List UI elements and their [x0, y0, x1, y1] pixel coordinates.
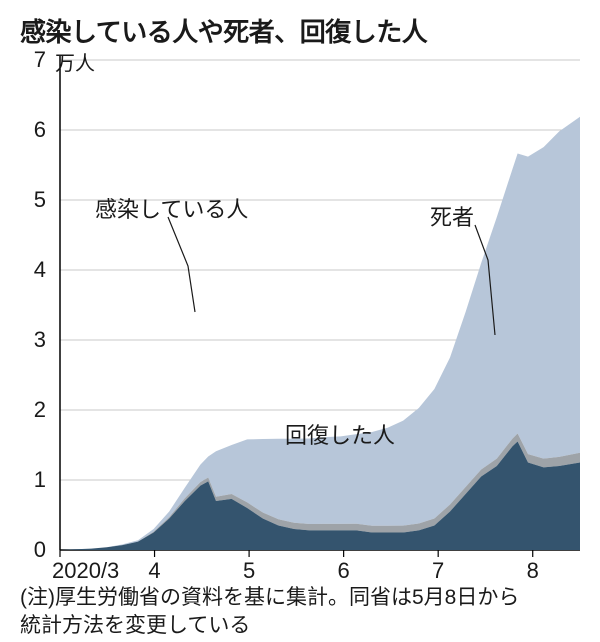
y-tick-5: 5 — [22, 187, 46, 213]
chart-note-line1: (注)厚生労働省の資料を基に集計。同省は5月8日から — [20, 584, 519, 612]
y-tick-2: 2 — [22, 397, 46, 423]
label-deaths: 死者 — [430, 200, 474, 232]
plot-svg — [0, 0, 600, 642]
chart-note-line2: 統計方法を変更している — [20, 612, 250, 640]
x-tick-3: 6 — [329, 558, 359, 584]
x-tick-1: 4 — [140, 558, 170, 584]
chart-container: 感染している人や死者、回復した人 (注)厚生労働省の資料を基に集計。同省は5月8… — [0, 0, 600, 642]
x-tick-2: 5 — [234, 558, 264, 584]
y-tick-6: 6 — [22, 117, 46, 143]
y-tick-0: 0 — [22, 537, 46, 563]
label-recovered: 回復した人 — [285, 418, 395, 450]
y-tick-3: 3 — [22, 327, 46, 353]
y-tick-7: 7 — [22, 47, 46, 73]
y-tick-4: 4 — [22, 257, 46, 283]
label-infected: 感染している人 — [95, 192, 248, 224]
x-tick-4: 7 — [423, 558, 453, 584]
x-tick-5: 8 — [518, 558, 548, 584]
x-tick-0: 2020/3 — [52, 558, 142, 584]
y-unit-label: 万人 — [55, 47, 95, 76]
y-tick-1: 1 — [22, 467, 46, 493]
